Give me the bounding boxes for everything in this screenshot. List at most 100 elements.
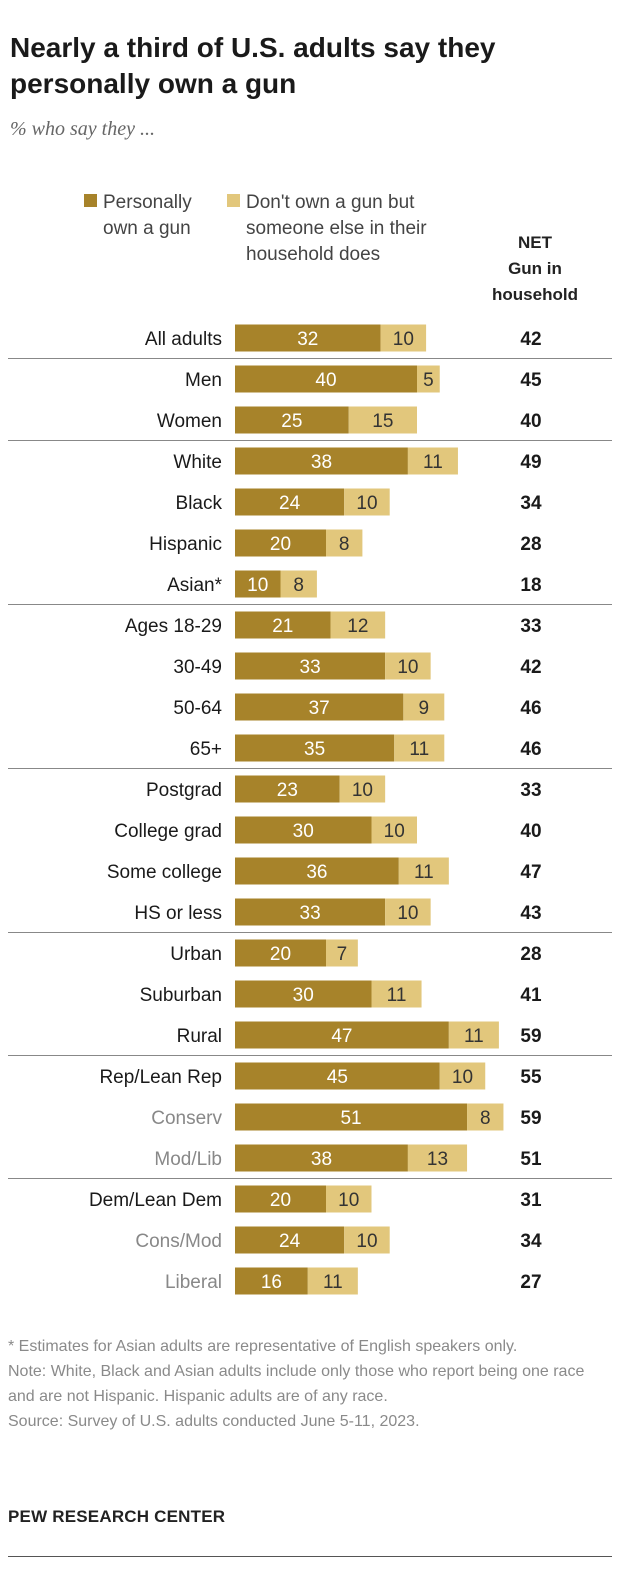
bar-household	[344, 1226, 390, 1254]
category-label: Dem/Lean Dem	[89, 1190, 222, 1211]
bar-household	[385, 652, 431, 680]
bar-personal	[235, 611, 331, 639]
bar-household	[380, 324, 427, 352]
value-label-personal: 30	[293, 985, 314, 1006]
net-value-label: 18	[520, 575, 541, 596]
net-value-label: 41	[520, 985, 542, 1006]
bar-personal	[235, 365, 417, 393]
value-label-personal: 21	[272, 616, 293, 637]
value-label-household: 10	[393, 329, 414, 350]
pew-research-center-logo: PEW RESEARCH CENTER	[8, 1507, 226, 1526]
value-label-household: 11	[464, 1026, 484, 1047]
bar-personal	[235, 939, 326, 967]
bar-household	[326, 529, 363, 557]
asterisk-note: * Estimates for Asian adults are represe…	[8, 1338, 518, 1355]
category-label: Suburban	[140, 985, 222, 1006]
value-label-personal: 36	[306, 862, 327, 883]
legend-personal-label: Personally own a gun	[103, 192, 192, 239]
category-label: Women	[157, 411, 222, 432]
net-value-label: 33	[520, 616, 541, 637]
bar-personal	[235, 324, 381, 352]
note-text: Note: White, Black and Asian adults incl…	[8, 1363, 585, 1405]
source-text: Source: Survey of U.S. adults conducted …	[8, 1413, 420, 1430]
category-label: Cons/Mod	[135, 1231, 222, 1252]
value-label-personal: 38	[311, 452, 332, 473]
value-label-household: 11	[414, 862, 434, 883]
net-value-label: 28	[520, 534, 541, 555]
category-label: Urban	[170, 944, 222, 965]
category-label: Some college	[107, 862, 222, 883]
net-value-label: 42	[520, 657, 541, 678]
value-label-personal: 16	[261, 1272, 282, 1293]
value-label-personal: 33	[300, 903, 321, 924]
bar-household	[398, 857, 449, 885]
bar-personal	[235, 570, 281, 598]
value-label-household: 13	[427, 1149, 448, 1170]
net-value-label: 31	[520, 1190, 542, 1211]
bar-household	[330, 611, 386, 639]
net-value-label: 45	[520, 370, 542, 391]
bar-household	[417, 365, 440, 393]
value-label-household: 8	[293, 575, 304, 596]
legend-household: Don't own a gun but someone else in thei…	[227, 190, 427, 268]
value-label-household: 10	[356, 1231, 377, 1252]
net-value-label: 28	[520, 944, 541, 965]
bar-personal	[235, 1226, 345, 1254]
value-label-household: 10	[338, 1190, 359, 1211]
bar-personal	[235, 652, 386, 680]
bar-personal	[235, 1021, 449, 1049]
bar-personal	[235, 980, 372, 1008]
bar-household	[280, 570, 317, 598]
bar-household	[448, 1021, 499, 1049]
bar-personal	[235, 1062, 440, 1090]
bar-household	[339, 775, 386, 803]
value-label-household: 11	[409, 739, 429, 760]
bottom-divider	[8, 1556, 612, 1557]
category-label: Conserv	[151, 1108, 222, 1129]
category-label: Black	[176, 493, 223, 514]
net-value-label: 40	[520, 411, 541, 432]
net-value-label: 59	[520, 1108, 541, 1129]
bar-personal	[235, 447, 408, 475]
net-value-label: 51	[520, 1149, 542, 1170]
stacked-bar-chart: All adults 32 10 42 Men 40 5 45 Women 25 15 40 White…	[8, 324, 612, 1295]
value-label-household: 15	[372, 411, 393, 432]
net-value-label: 34	[520, 1231, 542, 1252]
bar-personal	[235, 816, 372, 844]
category-label: Asian*	[167, 575, 223, 596]
net-value-label: 42	[520, 329, 541, 350]
category-label: Mod/Lib	[154, 1149, 222, 1170]
bar-personal	[235, 734, 395, 762]
value-label-household: 12	[347, 616, 368, 637]
category-label: College grad	[114, 821, 222, 842]
bar-household	[348, 406, 417, 434]
bar-personal	[235, 529, 326, 557]
value-label-household: 5	[423, 370, 434, 391]
category-label: Men	[185, 370, 222, 391]
value-label-personal: 32	[297, 329, 318, 350]
value-label-household: 10	[397, 903, 418, 924]
value-label-household: 11	[323, 1272, 343, 1293]
net-column-header: NET Gun in household	[492, 233, 578, 304]
value-label-personal: 23	[277, 780, 298, 801]
chart-title: Nearly a third of U.S. adults say they p…	[10, 32, 496, 99]
net-value-label: 46	[520, 698, 541, 719]
bar-household	[326, 1185, 372, 1213]
value-label-personal: 24	[279, 493, 301, 514]
bar-household	[407, 1144, 468, 1172]
value-label-personal: 20	[270, 534, 291, 555]
bar-personal	[235, 898, 386, 926]
bar-household	[467, 1103, 504, 1131]
legend-household-label: Don't own a gun but someone else in thei…	[246, 192, 427, 265]
value-label-household: 10	[356, 493, 377, 514]
bar-household	[439, 1062, 486, 1090]
bar-personal	[235, 1185, 326, 1213]
bar-household	[403, 693, 445, 721]
category-label: All adults	[145, 329, 222, 350]
legend-swatch-household	[227, 194, 240, 207]
net-value-label: 59	[520, 1026, 541, 1047]
value-label-personal: 38	[311, 1149, 332, 1170]
category-label: 65+	[190, 739, 222, 760]
value-label-personal: 20	[270, 1190, 291, 1211]
value-label-personal: 45	[327, 1067, 348, 1088]
